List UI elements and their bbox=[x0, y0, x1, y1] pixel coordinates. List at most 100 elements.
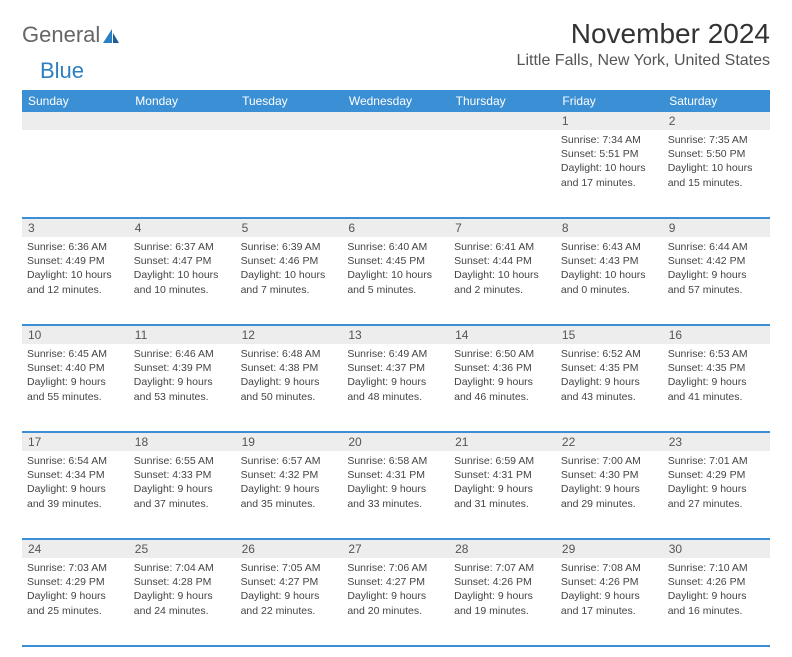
daylight-text: Daylight: 9 hours bbox=[561, 375, 658, 389]
sunrise-text: Sunrise: 6:52 AM bbox=[561, 347, 658, 361]
week-content-row: Sunrise: 7:03 AMSunset: 4:29 PMDaylight:… bbox=[22, 558, 770, 646]
weekday-header: Monday bbox=[129, 90, 236, 112]
day-cell: Sunrise: 7:35 AMSunset: 5:50 PMDaylight:… bbox=[663, 130, 770, 218]
day-cell: Sunrise: 6:46 AMSunset: 4:39 PMDaylight:… bbox=[129, 344, 236, 432]
day-cell: Sunrise: 6:45 AMSunset: 4:40 PMDaylight:… bbox=[22, 344, 129, 432]
day-number: 3 bbox=[22, 218, 129, 237]
sunset-text: Sunset: 4:39 PM bbox=[134, 361, 231, 375]
sunset-text: Sunset: 4:28 PM bbox=[134, 575, 231, 589]
daylight-text: Daylight: 10 hours bbox=[561, 268, 658, 282]
sunset-text: Sunset: 4:36 PM bbox=[454, 361, 551, 375]
day-number: 27 bbox=[342, 539, 449, 558]
day-cell bbox=[22, 130, 129, 218]
sunrise-text: Sunrise: 6:59 AM bbox=[454, 454, 551, 468]
sunset-text: Sunset: 4:40 PM bbox=[27, 361, 124, 375]
sunrise-text: Sunrise: 7:06 AM bbox=[347, 561, 444, 575]
day-number bbox=[22, 112, 129, 130]
daylight-text: Daylight: 10 hours bbox=[27, 268, 124, 282]
daylight-text: Daylight: 10 hours bbox=[668, 161, 765, 175]
sunset-text: Sunset: 4:45 PM bbox=[347, 254, 444, 268]
daylight-text: Daylight: 9 hours bbox=[27, 589, 124, 603]
daylight-text: Daylight: 10 hours bbox=[561, 161, 658, 175]
day-number-row: 24252627282930 bbox=[22, 539, 770, 558]
day-cell: Sunrise: 7:01 AMSunset: 4:29 PMDaylight:… bbox=[663, 451, 770, 539]
day-number: 6 bbox=[342, 218, 449, 237]
sunset-text: Sunset: 4:35 PM bbox=[561, 361, 658, 375]
day-number: 10 bbox=[22, 325, 129, 344]
daylight-text: and 0 minutes. bbox=[561, 283, 658, 297]
sunrise-text: Sunrise: 6:39 AM bbox=[241, 240, 338, 254]
brand-logo: General bbox=[22, 18, 121, 48]
daylight-text: and 41 minutes. bbox=[668, 390, 765, 404]
brand-text-general: General bbox=[22, 22, 100, 48]
day-cell: Sunrise: 6:58 AMSunset: 4:31 PMDaylight:… bbox=[342, 451, 449, 539]
sunset-text: Sunset: 4:27 PM bbox=[241, 575, 338, 589]
daylight-text: and 35 minutes. bbox=[241, 497, 338, 511]
daylight-text: and 33 minutes. bbox=[347, 497, 444, 511]
sunrise-text: Sunrise: 6:45 AM bbox=[27, 347, 124, 361]
sunset-text: Sunset: 4:34 PM bbox=[27, 468, 124, 482]
day-number: 20 bbox=[342, 432, 449, 451]
day-number-row: 17181920212223 bbox=[22, 432, 770, 451]
sunset-text: Sunset: 4:33 PM bbox=[134, 468, 231, 482]
week-content-row: Sunrise: 7:34 AMSunset: 5:51 PMDaylight:… bbox=[22, 130, 770, 218]
calendar-page: General November 2024 Little Falls, New … bbox=[0, 0, 792, 657]
week-content-row: Sunrise: 6:54 AMSunset: 4:34 PMDaylight:… bbox=[22, 451, 770, 539]
daylight-text: and 17 minutes. bbox=[561, 176, 658, 190]
title-block: November 2024 Little Falls, New York, Un… bbox=[517, 18, 770, 70]
daylight-text: and 43 minutes. bbox=[561, 390, 658, 404]
day-cell: Sunrise: 6:50 AMSunset: 4:36 PMDaylight:… bbox=[449, 344, 556, 432]
sunrise-text: Sunrise: 6:53 AM bbox=[668, 347, 765, 361]
daylight-text: Daylight: 10 hours bbox=[241, 268, 338, 282]
daylight-text: Daylight: 9 hours bbox=[134, 375, 231, 389]
daylight-text: Daylight: 9 hours bbox=[454, 375, 551, 389]
day-number: 2 bbox=[663, 112, 770, 130]
day-cell: Sunrise: 6:44 AMSunset: 4:42 PMDaylight:… bbox=[663, 237, 770, 325]
sunrise-text: Sunrise: 6:40 AM bbox=[347, 240, 444, 254]
day-cell: Sunrise: 7:08 AMSunset: 4:26 PMDaylight:… bbox=[556, 558, 663, 646]
sunset-text: Sunset: 4:31 PM bbox=[347, 468, 444, 482]
daylight-text: Daylight: 9 hours bbox=[668, 268, 765, 282]
day-number: 4 bbox=[129, 218, 236, 237]
daylight-text: and 22 minutes. bbox=[241, 604, 338, 618]
weekday-header: Sunday bbox=[22, 90, 129, 112]
weekday-header: Saturday bbox=[663, 90, 770, 112]
day-cell: Sunrise: 6:37 AMSunset: 4:47 PMDaylight:… bbox=[129, 237, 236, 325]
day-cell: Sunrise: 6:57 AMSunset: 4:32 PMDaylight:… bbox=[236, 451, 343, 539]
day-cell: Sunrise: 7:07 AMSunset: 4:26 PMDaylight:… bbox=[449, 558, 556, 646]
sunset-text: Sunset: 4:46 PM bbox=[241, 254, 338, 268]
daylight-text: and 17 minutes. bbox=[561, 604, 658, 618]
sunrise-text: Sunrise: 6:57 AM bbox=[241, 454, 338, 468]
day-cell: Sunrise: 6:39 AMSunset: 4:46 PMDaylight:… bbox=[236, 237, 343, 325]
sunset-text: Sunset: 4:27 PM bbox=[347, 575, 444, 589]
sunset-text: Sunset: 4:31 PM bbox=[454, 468, 551, 482]
day-number bbox=[129, 112, 236, 130]
sunset-text: Sunset: 4:30 PM bbox=[561, 468, 658, 482]
day-cell: Sunrise: 6:36 AMSunset: 4:49 PMDaylight:… bbox=[22, 237, 129, 325]
day-number-row: 10111213141516 bbox=[22, 325, 770, 344]
day-number: 1 bbox=[556, 112, 663, 130]
day-cell bbox=[342, 130, 449, 218]
sunset-text: Sunset: 4:26 PM bbox=[561, 575, 658, 589]
day-number: 18 bbox=[129, 432, 236, 451]
weekday-header: Wednesday bbox=[342, 90, 449, 112]
sunrise-text: Sunrise: 7:05 AM bbox=[241, 561, 338, 575]
week-content-row: Sunrise: 6:45 AMSunset: 4:40 PM Daylight:… bbox=[22, 344, 770, 432]
daylight-text: Daylight: 9 hours bbox=[241, 589, 338, 603]
day-number bbox=[342, 112, 449, 130]
sunrise-text: Sunrise: 6:41 AM bbox=[454, 240, 551, 254]
day-cell: Sunrise: 7:00 AMSunset: 4:30 PMDaylight:… bbox=[556, 451, 663, 539]
sunrise-text: Sunrise: 6:44 AM bbox=[668, 240, 765, 254]
daylight-text: Daylight: 9 hours bbox=[241, 375, 338, 389]
sunset-text: Sunset: 4:37 PM bbox=[347, 361, 444, 375]
sunrise-text: Sunrise: 6:43 AM bbox=[561, 240, 658, 254]
sunrise-text: Sunrise: 6:54 AM bbox=[27, 454, 124, 468]
sunrise-text: Sunrise: 7:35 AM bbox=[668, 133, 765, 147]
sunset-text: Sunset: 4:44 PM bbox=[454, 254, 551, 268]
weekday-header: Friday bbox=[556, 90, 663, 112]
month-title: November 2024 bbox=[517, 18, 770, 50]
sunrise-text: Sunrise: 7:00 AM bbox=[561, 454, 658, 468]
week-content-row: Sunrise: 6:36 AMSunset: 4:49 PMDaylight:… bbox=[22, 237, 770, 325]
day-cell: Sunrise: 7:06 AMSunset: 4:27 PMDaylight:… bbox=[342, 558, 449, 646]
day-cell: Sunrise: 6:53 AMSunset: 4:35 PMDaylight:… bbox=[663, 344, 770, 432]
